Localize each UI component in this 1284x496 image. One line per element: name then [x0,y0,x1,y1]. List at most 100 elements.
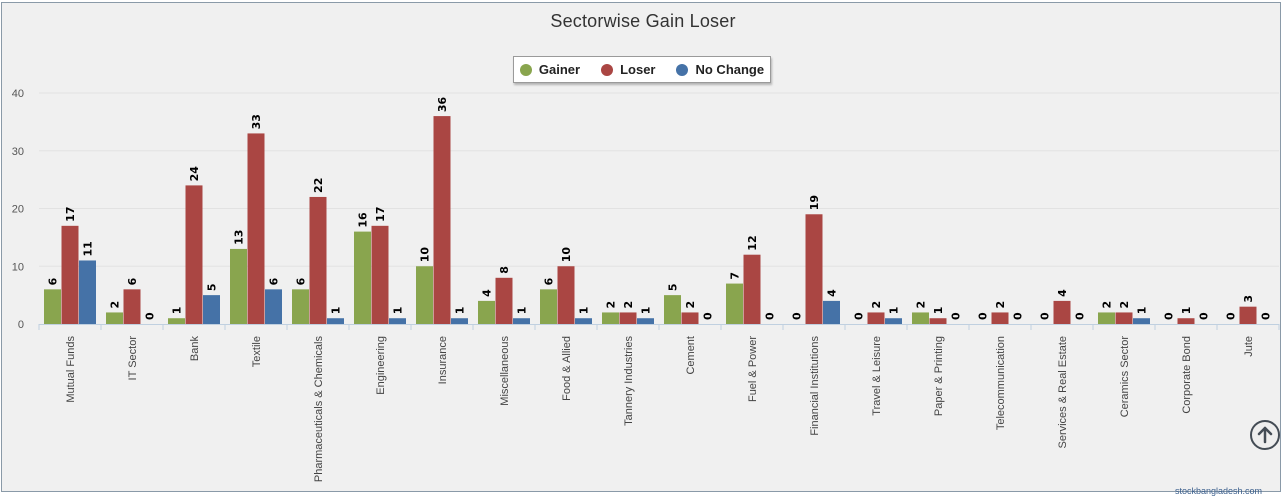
data-label: 0 [1198,312,1211,320]
data-label: 2 [915,301,928,309]
data-label: 1 [454,307,467,315]
x-tick-label: Mutual Funds [65,336,77,403]
data-label: 0 [1039,312,1052,320]
bar-loser [495,277,513,324]
bar-gainer [726,283,743,324]
x-tick-label: Cement [685,336,697,375]
data-label: 0 [764,312,777,320]
data-label: 11 [82,241,95,256]
bar-loser [433,116,451,324]
data-label: 33 [250,114,263,129]
data-label: 1 [1136,307,1149,315]
bar-loser [247,133,265,324]
bar-no-change [575,318,592,324]
data-label: 6 [295,277,308,285]
bar-gainer [478,300,495,324]
x-tick-label: Jute [1243,336,1255,357]
data-label: 17 [64,207,77,222]
x-tick-label: Paper & Printing [933,336,945,416]
scroll-top-button[interactable] [1250,420,1280,450]
data-label: 16 [357,212,370,228]
data-label: 0 [791,312,804,320]
bar-no-change [1133,318,1150,324]
data-label: 4 [481,289,494,297]
data-label: 0 [1012,312,1025,320]
legend-item-gainer[interactable]: Gainer [519,62,580,77]
data-label: 2 [994,301,1007,309]
legend-label-loser: Loser [620,62,656,77]
credit-link[interactable]: stockbangladesh.com [1175,486,1263,496]
x-tick-label: IT Sector [127,336,139,381]
x-tick-label: Textile [251,336,263,367]
x-tick-label: Insurance [437,336,449,384]
data-label: 1 [888,307,901,315]
bar-no-change [637,318,654,324]
bar-loser [1177,318,1195,324]
data-label: 0 [950,312,963,320]
bar-loser [309,196,327,324]
data-label: 2 [109,301,122,309]
y-tick-label: 20 [12,204,24,216]
x-tick-label: Corporate Bond [1181,336,1193,414]
x-tick-label: Services & Real Estate [1057,336,1069,449]
data-label: 22 [312,178,325,193]
data-label: 0 [1074,312,1087,320]
x-tick-label: Tannery Industries [623,336,635,426]
legend-label-no-change: No Change [695,62,765,77]
data-label: 6 [126,277,139,285]
legend-marker-no-change [676,63,689,76]
data-label: 2 [605,301,618,309]
data-label: 7 [729,272,742,280]
y-tick-label: 10 [12,261,24,273]
data-label: 2 [684,301,697,309]
bar-no-change [451,318,468,324]
bar-gainer [664,295,681,324]
data-label: 0 [1225,312,1238,320]
data-label: 1 [330,307,343,315]
data-label: 0 [853,312,866,320]
y-tick-label: 30 [12,146,24,158]
data-label: 17 [374,207,387,222]
data-label: 5 [206,283,219,291]
data-label: 3 [1242,295,1255,303]
x-tick-label: Travel & Leisure [871,336,883,416]
bar-loser [619,312,637,324]
bar-loser [1115,312,1133,324]
x-tick-label: Engineering [375,336,387,395]
data-label: 19 [808,195,821,210]
data-label: 2 [1118,301,1131,309]
x-tick-label: Telecommunication [995,336,1007,430]
bar-loser [185,185,203,324]
bar-gainer [354,231,371,324]
y-tick-label: 40 [12,88,24,100]
data-label: 0 [144,312,157,320]
data-label: 2 [622,301,635,309]
bar-gainer [230,248,247,324]
x-tick-label: Ceramics Sector [1119,336,1131,418]
data-label: 1 [516,307,529,315]
data-label: 1 [1180,307,1193,315]
data-label: 6 [543,277,556,285]
legend-item-loser[interactable]: Loser [601,62,655,77]
bar-no-change [823,300,840,324]
bar-no-change [513,318,530,324]
bar-gainer [168,318,185,324]
data-label: 4 [826,289,839,297]
bar-loser [371,225,389,324]
data-label: 36 [436,96,449,112]
data-label: 0 [977,312,990,320]
bar-gainer [44,289,61,324]
legend-marker-gainer [519,63,532,76]
x-tick-label: Miscellaneous [499,336,511,406]
data-label: 1 [392,307,405,315]
data-label: 1 [932,307,945,315]
legend-item-no-change[interactable]: No Change [676,62,764,77]
data-label: 0 [702,312,715,320]
arrow-up-circle-icon [1257,426,1273,444]
bar-loser [557,266,575,324]
data-label: 6 [268,277,281,285]
data-label: 12 [746,235,759,250]
bar-loser [61,225,79,324]
data-label: 2 [1101,301,1114,309]
